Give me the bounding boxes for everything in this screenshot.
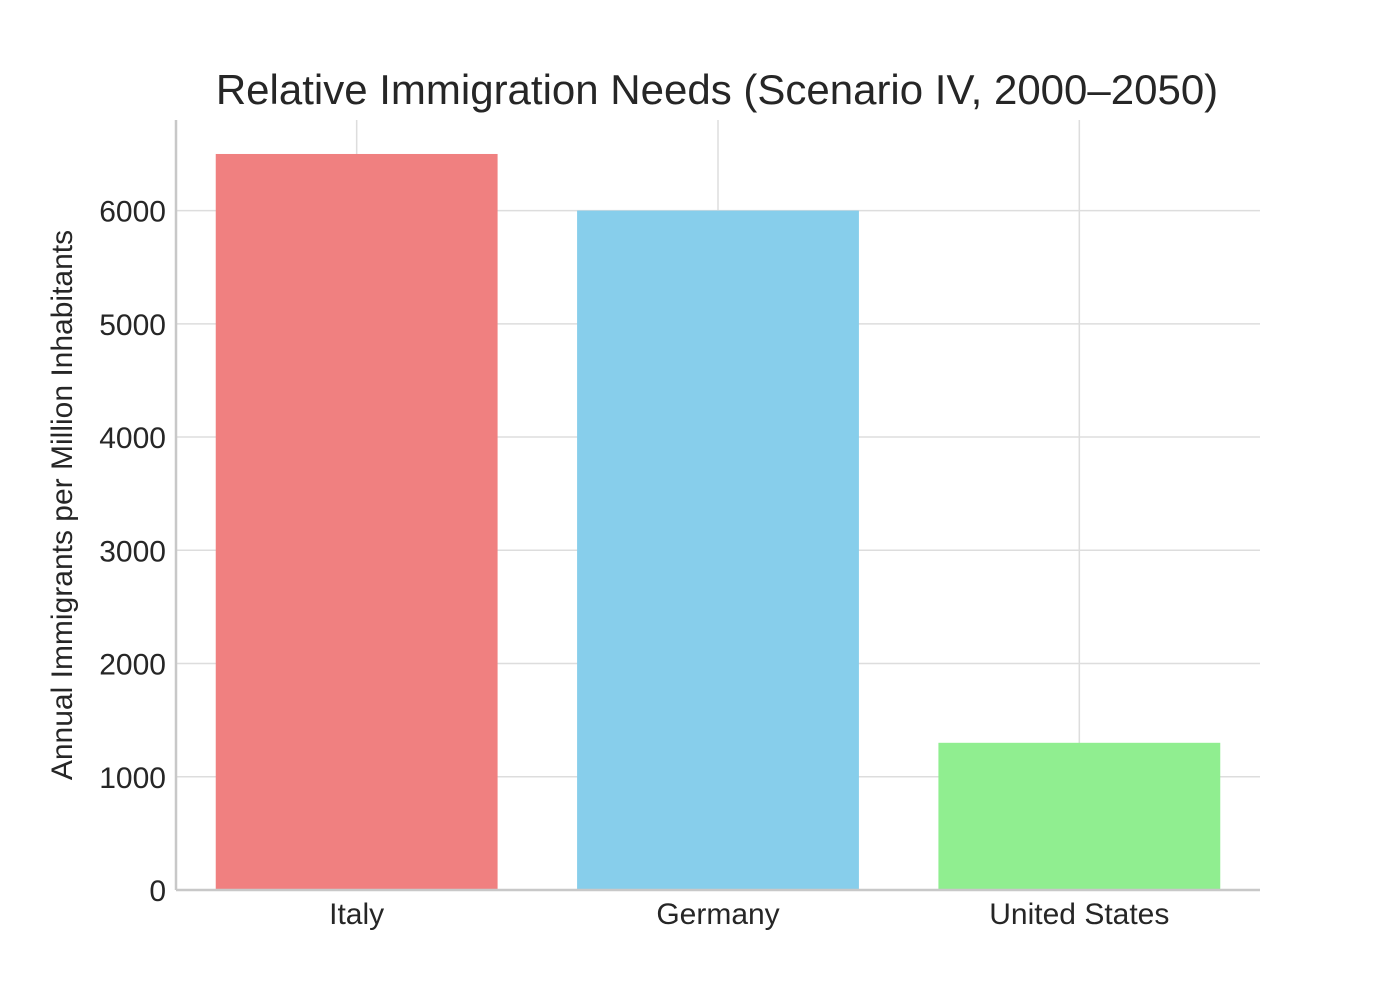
y-tick-label: 4000 <box>99 422 166 455</box>
y-tick-label: 2000 <box>99 649 166 682</box>
y-axis-label: Annual Immigrants per Million Inhabitant… <box>46 230 79 780</box>
y-tick-label: 0 <box>149 875 166 908</box>
y-tick-label: 1000 <box>99 762 166 795</box>
y-tick-label: 5000 <box>99 309 166 342</box>
x-tick-label: Italy <box>329 898 384 931</box>
chart-title: Relative Immigration Needs (Scenario IV,… <box>216 66 1218 113</box>
bars-layer <box>215 153 1221 890</box>
bar-germany <box>577 210 859 890</box>
x-tick-label: United States <box>989 898 1169 931</box>
y-tick-label: 3000 <box>99 535 166 568</box>
bar-united-states <box>938 742 1221 890</box>
bar-italy <box>215 153 498 890</box>
y-tick-label: 6000 <box>99 196 166 229</box>
ticks-layer: 0 1000 2000 3000 4000 5000 6000 Italy Germany Uni… <box>99 196 1169 931</box>
x-tick-label: Germany <box>656 898 779 931</box>
axes-layer <box>174 120 1260 892</box>
